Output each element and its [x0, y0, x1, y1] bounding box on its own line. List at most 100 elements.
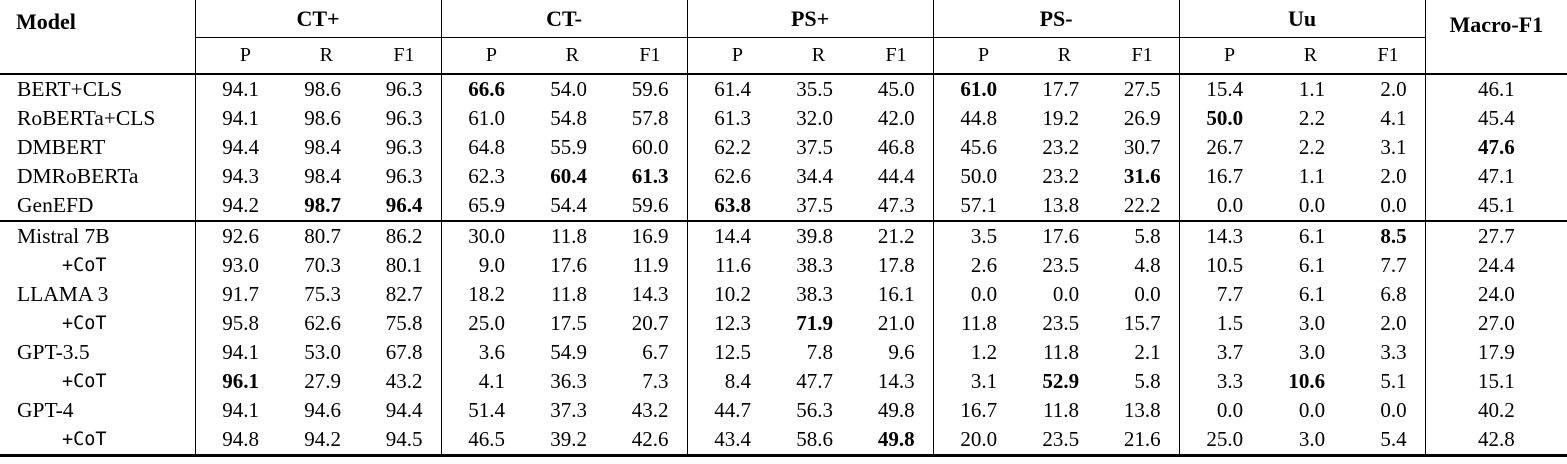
- section-llm-models: Mistral 7B 92.6 80.7 86.2 30.0 11.8 16.9 14.4 39…: [0, 221, 1567, 456]
- metric-value-cell: 0.0: [1298, 193, 1326, 217]
- metric-value-cell: 0.0: [1298, 398, 1326, 422]
- metric-value-cell: 9.0: [440, 251, 523, 280]
- metric-value-cell: 16.7: [932, 396, 1016, 425]
- metric-value-cell: 38.3: [796, 282, 834, 306]
- metric-value-cell: 27.9: [304, 369, 341, 393]
- subheader-recall: R: [523, 37, 605, 74]
- group-header-ps-minus: PS-: [932, 0, 1180, 38]
- metric-value-cell: 61.4: [686, 74, 770, 104]
- model-name-cell: GPT-4: [17, 398, 74, 422]
- metric-subheader-row: P R F1 P R F1 P R F1 P R F1 P R F1: [0, 37, 1567, 74]
- metric-value-cell: 39.8: [796, 224, 834, 248]
- metric-value-cell: 23.5: [1042, 253, 1080, 277]
- metric-value-cell: 19.2: [1042, 106, 1080, 130]
- metric-value-cell: 62.6: [686, 162, 770, 191]
- metric-value-cell: 7.8: [806, 340, 834, 364]
- metric-value-cell: 36.3: [550, 369, 587, 393]
- metric-value-cell: 3.1: [932, 367, 1016, 396]
- metric-value-cell: 38.3: [796, 253, 834, 277]
- macro-f1-value-cell: 47.1: [1424, 162, 1567, 191]
- metric-value-cell: 3.0: [1298, 340, 1326, 364]
- table-row: GPT-3.5 94.1 53.0 67.8 3.6 54.9 6.7 12.5 7.8 9.6 1…: [0, 338, 1567, 367]
- metric-value-cell: 0.0: [1178, 191, 1262, 221]
- model-name-cell: RoBERTa+CLS: [17, 106, 156, 130]
- metric-value-cell: 80.7: [304, 224, 341, 248]
- model-name-cell: GPT-3.5: [17, 340, 90, 364]
- metric-value-cell: 14.3: [1178, 221, 1262, 251]
- metric-value-cell: 2.2: [1298, 106, 1326, 130]
- metric-value-cell: 35.5: [796, 77, 834, 101]
- table-row: +CoT 93.0 70.3 80.1 9.0 17.6 11.9 11.6 38.3 17.8 2…: [0, 251, 1567, 280]
- macro-f1-value-cell: 46.1: [1424, 74, 1567, 104]
- metric-value-cell: 94.2: [194, 191, 277, 221]
- metric-value-cell: 1.1: [1298, 164, 1326, 188]
- metric-value-cell: 0.0: [1134, 282, 1161, 306]
- metric-value-cell: 8.4: [686, 367, 770, 396]
- metric-value-cell: 96.4: [385, 193, 423, 217]
- macro-f1-value-cell: 27.0: [1424, 309, 1567, 338]
- metric-value-cell: 32.0: [796, 106, 834, 130]
- subheader-f1: F1: [605, 37, 688, 74]
- metric-value-cell: 30.0: [440, 221, 523, 251]
- macro-f1-value-cell: 15.1: [1424, 367, 1567, 396]
- metric-value-cell: 82.7: [385, 282, 423, 306]
- metric-value-cell: 54.9: [550, 340, 587, 364]
- metric-value-cell: 6.8: [1380, 282, 1407, 306]
- metric-value-cell: 14.3: [631, 282, 669, 306]
- metric-value-cell: 59.6: [631, 77, 669, 101]
- metric-value-cell: 3.7: [1178, 338, 1262, 367]
- metric-value-cell: 7.3: [642, 369, 669, 393]
- metric-value-cell: 31.6: [1123, 164, 1161, 188]
- group-header-ct-plus: CT+: [194, 0, 441, 38]
- metric-value-cell: 54.8: [550, 106, 587, 130]
- metric-value-cell: 21.0: [877, 311, 915, 335]
- table-row: DMRoBERTa 94.3 98.4 96.3 62.3 60.4 61.3 62.6 34.…: [0, 162, 1567, 191]
- model-name-cell: +CoT: [62, 255, 107, 276]
- metric-value-cell: 6.1: [1298, 224, 1326, 248]
- metric-value-cell: 16.9: [631, 224, 669, 248]
- metric-value-cell: 20.7: [631, 311, 669, 335]
- metric-value-cell: 98.4: [304, 164, 341, 188]
- metric-value-cell: 18.2: [440, 280, 523, 309]
- metric-value-cell: 0.0: [1380, 398, 1407, 422]
- metric-value-cell: 10.6: [1288, 369, 1326, 393]
- metric-value-cell: 91.7: [194, 280, 277, 309]
- metric-value-cell: 37.3: [550, 398, 587, 422]
- macro-f1-value-cell: 24.0: [1424, 280, 1567, 309]
- model-name-cell: +CoT: [62, 429, 107, 450]
- metric-value-cell: 7.7: [1380, 253, 1407, 277]
- model-name-cell: LLAMA 3: [17, 282, 109, 306]
- metric-value-cell: 23.5: [1042, 311, 1080, 335]
- metric-value-cell: 61.3: [631, 164, 669, 188]
- table-row: GPT-4 94.1 94.6 94.4 51.4 37.3 43.2 44.7 56.3 49.…: [0, 396, 1567, 425]
- subheader-precision: P: [686, 37, 770, 74]
- column-header-model: Model: [0, 0, 195, 74]
- metric-value-cell: 6.1: [1298, 253, 1326, 277]
- metric-value-cell: 47.7: [796, 369, 834, 393]
- metric-value-cell: 11.8: [551, 224, 587, 248]
- metric-value-cell: 5.1: [1380, 369, 1407, 393]
- metric-value-cell: 62.3: [440, 162, 523, 191]
- metric-value-cell: 60.4: [550, 164, 587, 188]
- metric-value-cell: 96.3: [385, 164, 423, 188]
- metric-value-cell: 75.3: [304, 282, 341, 306]
- metric-value-cell: 61.3: [686, 104, 770, 133]
- metric-value-cell: 11.8: [1043, 340, 1080, 364]
- metric-value-cell: 43.2: [385, 369, 423, 393]
- metric-value-cell: 16.1: [877, 282, 915, 306]
- metric-value-cell: 98.6: [304, 77, 341, 101]
- metric-value-cell: 1.5: [1178, 309, 1262, 338]
- metric-value-cell: 95.8: [194, 309, 277, 338]
- metric-value-cell: 6.7: [642, 340, 669, 364]
- subheader-f1: F1: [851, 37, 934, 74]
- metric-value-cell: 44.8: [932, 104, 1016, 133]
- macro-f1-value-cell: 45.4: [1424, 104, 1567, 133]
- metric-value-cell: 55.9: [550, 135, 587, 159]
- metric-value-cell: 42.0: [877, 106, 915, 130]
- model-name-cell: +CoT: [62, 313, 107, 334]
- metric-value-cell: 0.0: [1052, 282, 1080, 306]
- metric-value-cell: 11.8: [1043, 398, 1080, 422]
- metric-value-cell: 63.8: [686, 191, 770, 221]
